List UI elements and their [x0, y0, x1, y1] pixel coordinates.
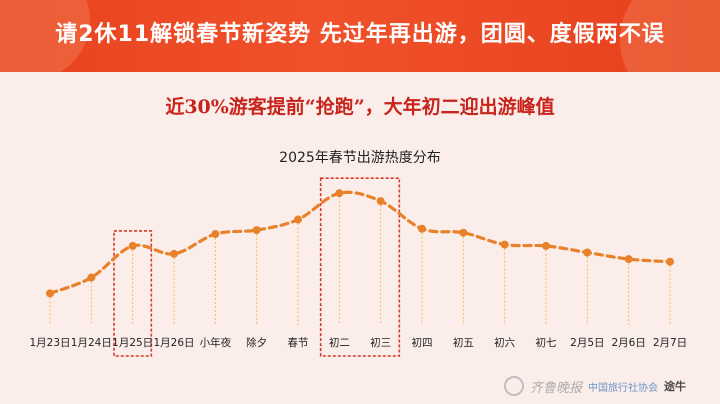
headline: 近30%游客提前“抢跑”，大年初二迎出游峰值 [165, 96, 555, 118]
x-tick-label: 初三 [370, 336, 391, 349]
globe-logo-icon [504, 376, 524, 396]
banner-decoration [620, 0, 720, 72]
data-point [376, 197, 385, 206]
x-tick-label: 1月26日 [153, 337, 194, 349]
banner-title: 请2休11解锁春节新姿势 先过年再出游，团圆、度假两不误 [55, 22, 665, 47]
x-tick-label: 春节 [288, 337, 309, 349]
x-tick-label: 除夕 [246, 336, 267, 349]
watermark-org: 中国旅行社协会 [588, 382, 659, 394]
data-point [87, 273, 96, 282]
data-point [418, 224, 426, 233]
highlight-box [113, 230, 153, 357]
x-tick-label: 初二 [329, 336, 350, 349]
data-point [624, 255, 633, 264]
data-point [500, 240, 509, 249]
x-tick-label: 1月23日 [29, 337, 70, 349]
data-point [583, 248, 592, 257]
x-tick-label: 初五 [453, 336, 474, 349]
data-point [294, 215, 302, 224]
data-point [252, 226, 261, 235]
data-point [46, 289, 54, 298]
x-tick-label: 2月5日 [570, 337, 604, 349]
data-point [542, 241, 550, 250]
x-tick-label: 1月24日 [71, 337, 112, 349]
x-tick-label: 2月7日 [653, 337, 687, 349]
highlight-box [319, 177, 401, 357]
x-tick-label: 初四 [412, 336, 433, 349]
x-tick-label: 2月6日 [611, 337, 645, 349]
watermark: 齐鲁晚报 中国旅行社协会 途牛 [504, 372, 716, 400]
x-tick-label: 小年夜 [200, 336, 232, 349]
data-point [128, 241, 137, 250]
series-line [48, 190, 672, 295]
watermark-brand: 途牛 [664, 380, 687, 393]
watermark-text: 齐鲁晚报 [530, 380, 583, 396]
data-point [335, 189, 344, 198]
header-banner: 请2休11解锁春节新姿势 先过年再出游，团圆、度假两不误 [0, 0, 720, 72]
x-tick-label: 初六 [494, 336, 515, 349]
chart-title: 2025年春节出游热度分布 [279, 150, 441, 166]
data-point [459, 228, 468, 237]
data-point [170, 249, 178, 258]
x-tick-label: 1月25日 [112, 337, 153, 349]
x-tick-label: 初七 [536, 336, 557, 349]
data-point [211, 230, 220, 239]
data-point [666, 257, 674, 266]
